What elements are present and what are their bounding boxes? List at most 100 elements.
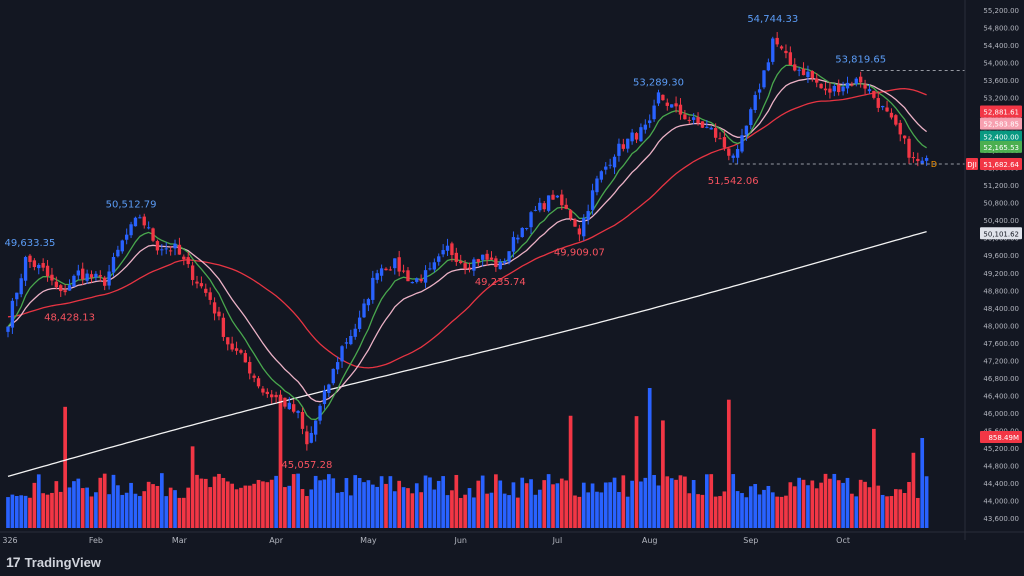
candle-body — [516, 237, 520, 240]
candle-body — [32, 260, 37, 268]
volume-bar — [770, 492, 775, 528]
volume-bar — [850, 493, 854, 528]
price-badge — [980, 117, 1022, 130]
candle-body — [648, 120, 652, 124]
volume-bar — [621, 475, 626, 528]
candle-body — [757, 89, 762, 93]
volume-bar — [661, 420, 665, 528]
candle-body — [595, 178, 599, 193]
symbol-badge — [966, 158, 978, 171]
volume-bar — [814, 488, 819, 528]
volume-bar — [146, 481, 151, 528]
candle-body — [489, 257, 494, 260]
volume-bar — [159, 473, 164, 528]
price-badge — [980, 130, 1022, 143]
candle-body — [335, 362, 340, 370]
volume-bar — [744, 497, 749, 528]
volume-bar — [243, 485, 248, 528]
candle-body — [700, 121, 705, 128]
volume-bar — [362, 482, 366, 528]
candle-body — [902, 135, 907, 139]
volume-bar — [520, 477, 525, 528]
candle-body — [617, 143, 621, 156]
candle-body — [670, 104, 674, 108]
candle-body — [190, 265, 195, 280]
volume-bar — [924, 476, 929, 528]
candle-body — [19, 278, 23, 295]
price-tick-label: 44,000.00 — [983, 497, 1019, 505]
candle-body — [164, 248, 168, 250]
volume-bar — [823, 473, 828, 528]
volume-bar — [454, 474, 459, 528]
volume-bar — [872, 428, 876, 528]
candle-body — [160, 249, 164, 251]
volume-bar — [889, 496, 894, 528]
candle-body — [691, 117, 696, 120]
candle-body — [28, 255, 32, 262]
volume-bar — [740, 493, 744, 528]
volume-bar — [806, 485, 810, 528]
volume-bar — [410, 493, 415, 528]
price-tick-label: 47,200.00 — [983, 357, 1019, 365]
candle-body — [577, 228, 582, 235]
candle-body — [50, 274, 54, 281]
candle-body — [502, 260, 507, 263]
volume-bar — [436, 480, 441, 528]
volume-bar — [102, 473, 107, 528]
volume-bar — [489, 492, 494, 528]
volume-bar — [181, 497, 186, 528]
volume-bar — [722, 491, 727, 528]
volume-bar — [880, 494, 885, 528]
candle-body — [428, 268, 432, 270]
volume-bar — [142, 491, 147, 528]
candle-body — [217, 311, 221, 317]
volume-bar — [221, 477, 226, 528]
candle-body — [72, 275, 76, 287]
volume-bar — [199, 478, 204, 528]
price-axis[interactable]: 55,200.00 54,800.00 54,400.00 54,000.00 53,6… — [964, 0, 1019, 540]
ma50-line — [7, 87, 927, 369]
candle-body — [766, 62, 771, 71]
time-axis[interactable]: 326 Feb Mar Apr May Jun Jul Aug Sep Oct — [0, 531, 1024, 545]
candle-body — [643, 124, 647, 130]
volume-bar — [45, 494, 50, 528]
volume-bar — [441, 476, 445, 528]
candle-body — [331, 368, 335, 384]
candle-body — [177, 244, 182, 255]
candle-body — [564, 204, 568, 209]
candle-body — [889, 112, 894, 118]
volume-bar — [704, 474, 709, 528]
volume-bar — [428, 477, 432, 528]
candle-body — [252, 375, 256, 378]
candle-body — [45, 265, 50, 277]
candle-body — [371, 277, 375, 300]
candle-body — [608, 164, 612, 166]
volume-bar — [203, 478, 208, 528]
price-badge — [980, 140, 1022, 153]
candle-body — [560, 194, 564, 206]
volume-bar — [72, 481, 76, 528]
volume-bar — [155, 485, 160, 528]
candle-body — [199, 283, 204, 287]
volume-bar — [335, 492, 340, 528]
volume-bar — [230, 483, 235, 528]
volume-bar — [252, 483, 256, 528]
candle-body — [234, 348, 239, 351]
volume-bar — [305, 496, 309, 528]
candle-body — [261, 388, 265, 393]
candle-body — [85, 273, 89, 281]
candle-body — [419, 278, 423, 282]
price-tick-label: 54,800.00 — [983, 25, 1019, 33]
volume-bar — [327, 474, 331, 528]
candle-body — [296, 410, 300, 413]
volume-bar — [841, 482, 845, 528]
tradingview-logo[interactable]: 17 TradingView — [6, 554, 101, 570]
candle-body — [6, 326, 10, 332]
price-tick-label: 50,400.00 — [983, 217, 1019, 225]
moving-averages — [7, 64, 928, 478]
volume-bar — [920, 438, 925, 528]
candle-body — [173, 243, 177, 249]
volume-bar — [555, 483, 560, 528]
candle-body — [454, 252, 458, 262]
